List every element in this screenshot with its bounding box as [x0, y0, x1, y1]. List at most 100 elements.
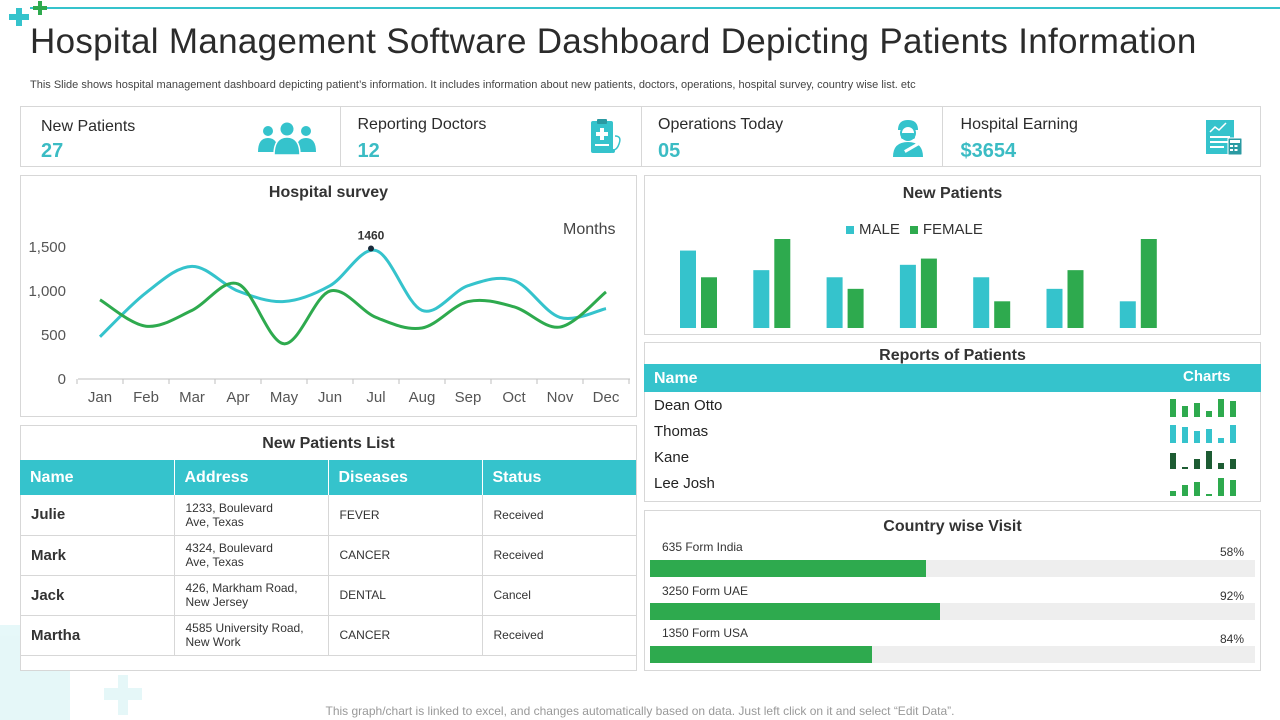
- peak-marker: [368, 245, 374, 252]
- column-header-status[interactable]: Status: [481, 460, 636, 495]
- sparkline-bar: [1194, 431, 1200, 443]
- data-label: 1460: [358, 229, 385, 243]
- panel-title: New Patients: [902, 185, 1003, 202]
- table-row[interactable]: Jack 426, Markham Road, New Jersey DENTAL…: [20, 575, 636, 616]
- report-patient-name: Dean Otto: [654, 397, 723, 414]
- page-title: Hospital Management Software Dashboard D…: [30, 22, 1197, 61]
- table-header-row: Name Address Diseases Status: [20, 460, 636, 495]
- x-tick-label: Jun: [318, 389, 342, 406]
- sparkline-chart: [1170, 425, 1236, 443]
- table-row[interactable]: Julie 1233, Boulevard Ave, Texas FEVER Re…: [20, 495, 636, 536]
- patient-status: Received: [481, 495, 636, 536]
- country-percent: 84%: [1220, 632, 1245, 646]
- bar-female: [847, 288, 864, 328]
- x-tick-label: Oct: [502, 389, 526, 406]
- sparkline-bar: [1230, 459, 1236, 469]
- series-line-1: [98, 248, 607, 338]
- people-icon: [258, 122, 317, 156]
- table-row[interactable]: Martha 4585 University Road, New Work CAN…: [20, 615, 636, 656]
- bar-male: [973, 277, 990, 328]
- reports-column-charts[interactable]: Charts: [1183, 368, 1231, 385]
- column-header-name[interactable]: Name: [20, 460, 174, 495]
- sparkline-bar: [1170, 491, 1176, 496]
- panel-title: Country wise Visit: [883, 518, 1022, 535]
- y-tick-label: 500: [41, 327, 66, 344]
- kpi-hospital-earning[interactable]: Hospital Earning $3654: [943, 107, 1260, 166]
- sparkline-bar: [1218, 438, 1224, 443]
- country-bar-fill: [650, 646, 873, 663]
- patient-disease: CANCER: [327, 615, 482, 656]
- patient-address: 426, Markham Road, New Jersey: [173, 575, 328, 616]
- sparkline-chart: [1170, 399, 1236, 417]
- sparkline-bar: [1194, 403, 1200, 417]
- column-header-diseases[interactable]: Diseases: [327, 460, 482, 495]
- legend-swatch: [846, 225, 854, 234]
- sparkline-bar: [1182, 485, 1188, 496]
- sparkline-bar: [1170, 399, 1176, 417]
- patient-address: 1233, Boulevard Ave, Texas: [173, 495, 328, 536]
- kpi-reporting-doctors[interactable]: Reporting Doctors 12: [341, 107, 642, 166]
- x-tick-label: Feb: [133, 389, 159, 406]
- top-accent-line: [30, 7, 1280, 9]
- invoice-icon: [1206, 120, 1243, 156]
- legend-label: MALE: [859, 221, 900, 238]
- patient-name: Martha: [20, 615, 174, 656]
- y-tick-label: 0: [58, 371, 66, 388]
- kpi-value: 05: [658, 140, 681, 162]
- new-patients-chart-panel: New Patients: [644, 175, 1261, 335]
- country-bar-track: [650, 560, 1255, 577]
- new-patients-table: Name Address Diseases Status Julie 1233,…: [20, 460, 636, 656]
- table-row[interactable]: Mark 4324, Boulevard Ave, Texas CANCER Re…: [20, 535, 636, 576]
- bar-female: [1140, 239, 1157, 328]
- address-line-2: Ave, Texas: [185, 555, 244, 569]
- chart-legend: MALE FEMALE: [846, 221, 983, 238]
- y-tick-label: 1,500: [28, 239, 66, 256]
- bar-female: [920, 258, 937, 328]
- reports-header-row: Name Charts: [644, 364, 1261, 392]
- panel-title: Hospital survey: [268, 184, 389, 201]
- x-tick-label: Aug: [409, 389, 436, 406]
- patient-address: 4585 University Road, New Work: [173, 615, 328, 656]
- kpi-label: Operations Today: [658, 116, 784, 133]
- kpi-value: 12: [357, 140, 380, 162]
- legend-female: FEMALE: [909, 221, 983, 238]
- report-patient-name: Thomas: [654, 423, 709, 440]
- kpi-operations-today[interactable]: Operations Today 05: [642, 107, 943, 166]
- new-patients-bar-chart: [680, 239, 1157, 328]
- x-tick-label: Jan: [88, 389, 112, 406]
- kpi-label: Reporting Doctors: [357, 116, 487, 133]
- patient-name: Jack: [20, 575, 174, 616]
- country-bar-track: [650, 646, 1255, 663]
- country-percent: 58%: [1220, 545, 1245, 559]
- bar-female: [774, 239, 791, 328]
- column-header-address[interactable]: Address: [173, 460, 328, 495]
- reports-column-name[interactable]: Name: [654, 370, 698, 387]
- bar-male: [1046, 288, 1063, 328]
- bar-male: [899, 264, 916, 328]
- hospital-survey-chart: Jan Feb Mar Apr May Jun Jul Aug Sep Oct Nov Dec 0 500…: [28, 221, 630, 406]
- kpi-new-patients[interactable]: New Patients 27: [21, 107, 342, 166]
- kpi-label: Hospital Earning: [960, 116, 1078, 133]
- sparkline-bar: [1218, 463, 1224, 469]
- sparkline-bar: [1206, 429, 1212, 443]
- country-percent: 92%: [1220, 589, 1245, 603]
- patient-disease: FEVER: [327, 495, 482, 536]
- country-label: 635 Form India: [662, 540, 743, 554]
- sparkline-bar: [1170, 453, 1176, 469]
- country-bar-track: [650, 603, 1255, 620]
- patient-name: Julie: [20, 495, 174, 536]
- patient-status: Received: [481, 535, 636, 576]
- report-patient-name: Lee Josh: [654, 475, 715, 492]
- sparkline-bar: [1170, 425, 1176, 443]
- address-line-2: Ave, Texas: [185, 514, 244, 529]
- bar-male: [753, 270, 770, 328]
- plus-small-decoration-icon: [33, 1, 47, 15]
- panel-title: Reports of Patients: [879, 347, 1026, 364]
- bar-female: [994, 301, 1011, 328]
- report-patient-name: Kane: [654, 449, 690, 466]
- sparkline-bar: [1194, 482, 1200, 496]
- country-wise-visit-panel: Country wise Visit: [644, 510, 1261, 671]
- sparkline-bar: [1230, 425, 1236, 443]
- legend-male: MALE: [846, 221, 900, 238]
- x-tick-label: Mar: [179, 389, 205, 406]
